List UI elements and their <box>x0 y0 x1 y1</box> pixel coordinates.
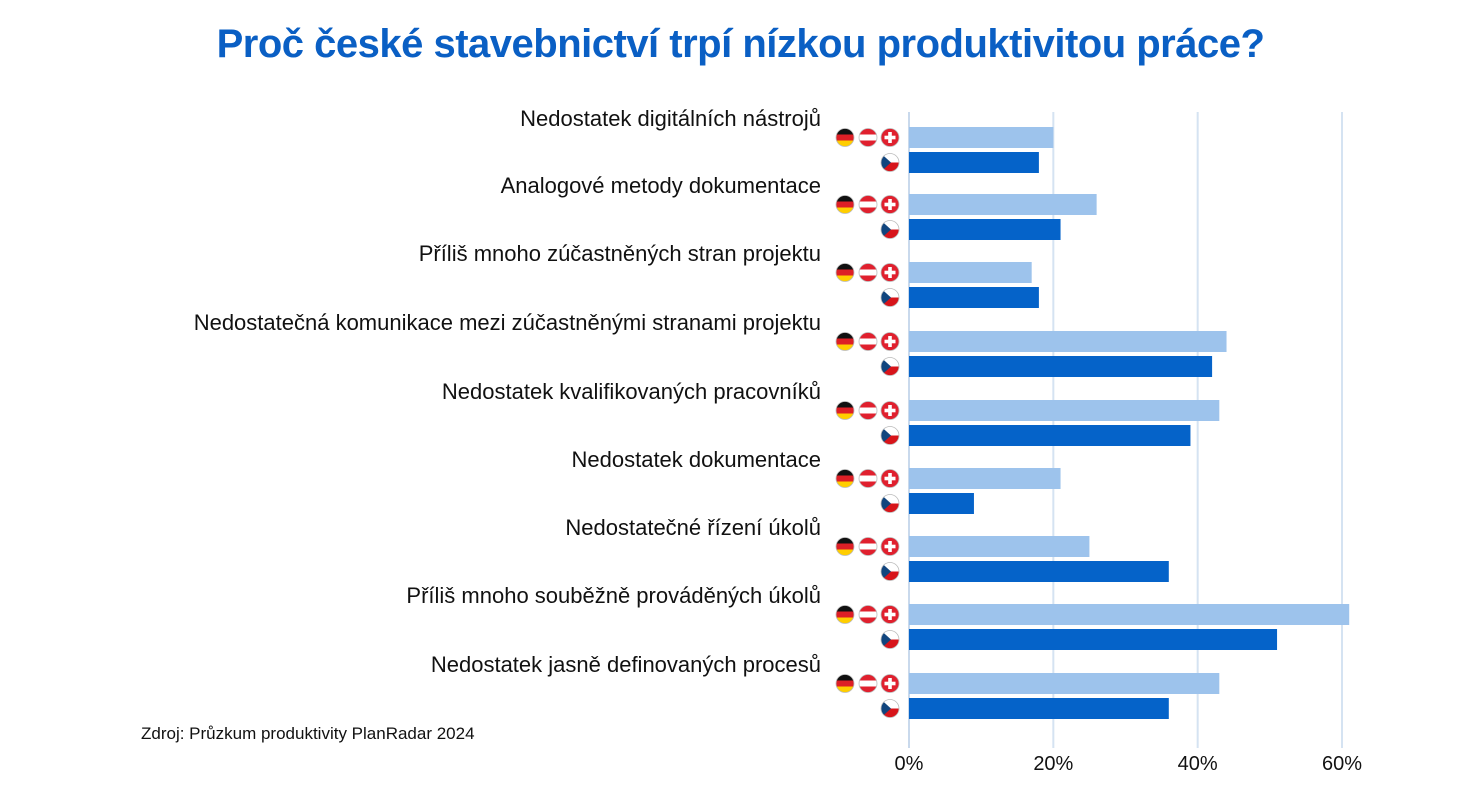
bar <box>909 698 1169 719</box>
cz-flag-icon <box>880 220 900 239</box>
bar <box>909 262 1032 283</box>
bar <box>909 400 1220 421</box>
labels-layer: Nedostatek digitálních nástrojů Analogové… <box>194 106 821 677</box>
flags-layer <box>835 128 900 718</box>
at-flag-icon <box>858 469 878 488</box>
at-flag-icon <box>858 195 878 214</box>
x-tick-label: 40% <box>1178 753 1218 775</box>
cz-flag-icon <box>880 699 900 718</box>
ticks-layer: 0% 20% 40% 60% <box>895 753 1363 775</box>
cz-flag-icon <box>880 494 900 513</box>
x-tick-label: 0% <box>895 753 924 775</box>
bar <box>909 219 1061 240</box>
ch-flag-icon <box>880 263 900 282</box>
de-flag-icon <box>835 332 855 351</box>
cz-flag-icon <box>880 630 900 649</box>
x-tick-label: 60% <box>1322 753 1362 775</box>
bar <box>909 127 1054 148</box>
at-flag-icon <box>858 332 878 351</box>
category-label: Nedostatečná komunikace mezi zúčastněným… <box>194 310 821 335</box>
ch-flag-icon <box>880 128 900 147</box>
x-tick-label: 20% <box>1033 753 1073 775</box>
de-flag-icon <box>835 195 855 214</box>
bar <box>909 468 1061 489</box>
category-label: Příliš mnoho zúčastněných stran projektu <box>419 241 821 266</box>
at-flag-icon <box>858 605 878 624</box>
source-note: Zdroj: Průzkum produktivity PlanRadar 20… <box>141 724 475 743</box>
de-flag-icon <box>835 263 855 282</box>
bar <box>909 673 1220 694</box>
at-flag-icon <box>858 128 878 147</box>
cz-flag-icon <box>880 288 900 307</box>
category-label: Příliš mnoho souběžně prováděných úkolů <box>406 583 821 608</box>
category-label: Nedostatek dokumentace <box>572 447 822 472</box>
bars-layer <box>909 127 1350 719</box>
ch-flag-icon <box>880 674 900 693</box>
de-flag-icon <box>835 537 855 556</box>
cz-flag-icon <box>880 153 900 172</box>
ch-flag-icon <box>880 332 900 351</box>
de-flag-icon <box>835 605 855 624</box>
at-flag-icon <box>858 674 878 693</box>
at-flag-icon <box>858 263 878 282</box>
bar <box>909 604 1350 625</box>
bar <box>909 152 1039 173</box>
ch-flag-icon <box>880 195 900 214</box>
bar <box>909 194 1097 215</box>
de-flag-icon <box>835 128 855 147</box>
de-flag-icon <box>835 401 855 420</box>
category-label: Nedostatek digitálních nástrojů <box>520 106 821 131</box>
cz-flag-icon <box>880 426 900 445</box>
cz-flag-icon <box>880 357 900 376</box>
at-flag-icon <box>858 537 878 556</box>
ch-flag-icon <box>880 401 900 420</box>
category-label: Analogové metody dokumentace <box>501 173 821 198</box>
bar <box>909 425 1191 446</box>
ch-flag-icon <box>880 605 900 624</box>
cz-flag-icon <box>880 562 900 581</box>
bar <box>909 561 1169 582</box>
bar <box>909 536 1090 557</box>
category-label: Nedostatek kvalifikovaných pracovníků <box>442 379 821 404</box>
bar <box>909 629 1278 650</box>
ch-flag-icon <box>880 537 900 556</box>
bar <box>909 356 1213 377</box>
ch-flag-icon <box>880 469 900 488</box>
de-flag-icon <box>835 469 855 488</box>
category-label: Nedostatek jasně definovaných procesů <box>431 652 821 677</box>
de-flag-icon <box>835 674 855 693</box>
bar <box>909 287 1039 308</box>
page-title: Proč české stavebnictví trpí nízkou prod… <box>216 22 1265 66</box>
category-label: Nedostatečné řízení úkolů <box>565 515 821 540</box>
bar <box>909 331 1227 352</box>
at-flag-icon <box>858 401 878 420</box>
bar <box>909 493 974 514</box>
